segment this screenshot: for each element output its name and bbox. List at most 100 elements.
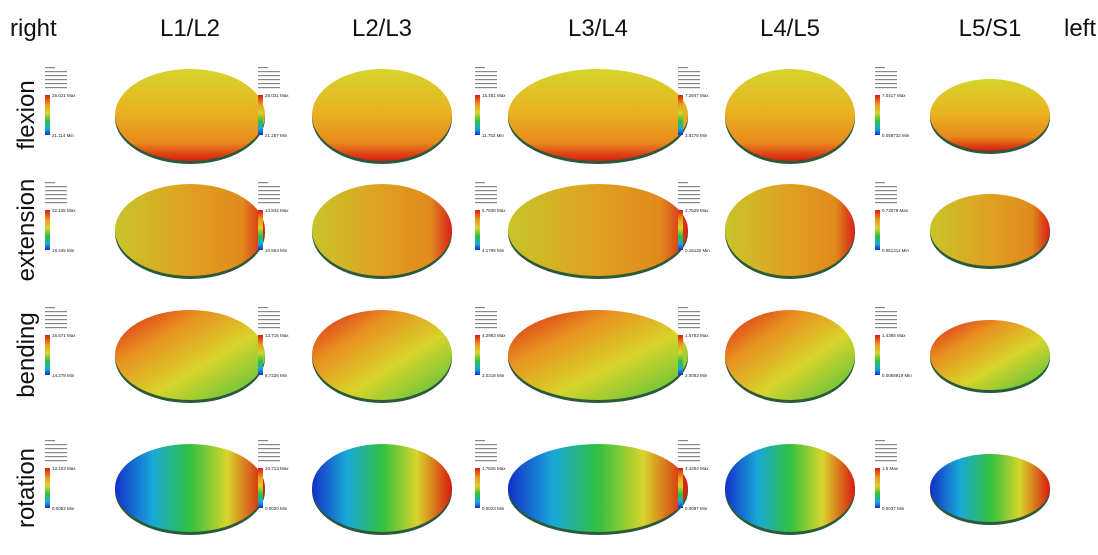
legend-max: 5.7838 Max <box>482 208 506 213</box>
legend-caption-line <box>678 194 700 195</box>
legend-min: 0.0058919 Min <box>882 373 912 378</box>
legend-max: 1.7826 Max <box>482 466 506 471</box>
legend-caption-line <box>45 190 67 191</box>
legend-caption-line <box>678 67 688 68</box>
column-header: L3/L4 <box>568 15 628 42</box>
legend-max: 1.5783 Max <box>685 333 709 338</box>
legend-caption-line <box>875 456 897 457</box>
legend-caption-line <box>678 190 700 191</box>
legend-max: 13.103 Max <box>52 466 76 471</box>
legend-color-bar <box>45 210 50 250</box>
disc <box>312 310 452 400</box>
legend-caption-line <box>875 327 897 328</box>
legend-caption-line <box>875 460 897 461</box>
legend-color-bar <box>258 95 263 135</box>
legend-caption-line <box>45 319 67 320</box>
legend-max: 1.4385 Max <box>882 333 906 338</box>
legend-caption-line <box>875 444 897 445</box>
legend-caption-line <box>875 190 897 191</box>
legend-caption-line <box>475 198 497 199</box>
legend-caption-line <box>875 452 897 453</box>
legend-caption-line <box>475 186 497 187</box>
legend-caption-line <box>45 315 67 316</box>
legend-caption-line <box>45 79 67 80</box>
legend-min: 8.7226 Min <box>265 373 288 378</box>
figure: right left L1/L2L2/L3L3/L4L4/L5L5/S1flex… <box>0 0 1098 555</box>
legend-caption-line <box>258 79 280 80</box>
legend-max: 13.842 Max <box>265 208 289 213</box>
legend-caption-line <box>258 71 280 72</box>
legend-caption-line <box>678 448 700 449</box>
legend-caption-line <box>678 186 700 187</box>
legend-caption-line <box>678 456 700 457</box>
legend-caption-line <box>45 198 67 199</box>
legend-caption-line <box>678 323 700 324</box>
legend-caption-line <box>475 448 497 449</box>
legend-caption-line <box>258 83 280 84</box>
legend-caption-line <box>875 198 897 199</box>
legend-color-bar <box>258 335 263 375</box>
legend-caption-line <box>45 194 67 195</box>
legend-color-bar <box>678 95 683 135</box>
legend-caption-line <box>875 67 885 68</box>
disc <box>115 69 265 161</box>
legend-max: 4.2983 Max <box>482 333 506 338</box>
legend-caption-line <box>678 319 700 320</box>
legend-caption-line <box>475 323 497 324</box>
legend-caption-line <box>678 452 700 453</box>
legend-max: 25.031 Max <box>265 93 289 98</box>
disc <box>115 184 265 276</box>
legend-caption-line <box>45 323 67 324</box>
legend-caption-line <box>45 311 67 312</box>
legend-min: 0.0037 Min <box>882 506 905 511</box>
legend-caption-line <box>45 440 55 441</box>
legend-caption-line <box>258 327 280 328</box>
legend-caption-line <box>45 456 67 457</box>
legend-color-bar <box>45 95 50 135</box>
legend-caption-line <box>678 202 700 203</box>
legend-caption-line <box>475 319 497 320</box>
legend-max: 4.4294 Max <box>685 466 709 471</box>
legend-caption-line <box>475 87 497 88</box>
legend-caption-line <box>475 307 485 308</box>
legend-min: 21.257 Min <box>265 133 288 138</box>
legend-caption-line <box>475 311 497 312</box>
disc <box>508 444 688 532</box>
row-label: flexion <box>13 80 40 149</box>
legend-min: 21.114 Min <box>52 133 74 138</box>
legend-caption-line <box>875 319 897 320</box>
legend-caption-line <box>45 71 67 72</box>
legend-caption-line <box>45 307 55 308</box>
legend-caption-line <box>258 67 268 68</box>
legend-min: 3.8178 Min <box>685 133 708 138</box>
legend-caption-line <box>475 75 497 76</box>
legend-caption-line <box>258 460 280 461</box>
legend-caption-line <box>875 79 897 80</box>
legend-caption-line <box>258 87 280 88</box>
legend-caption-line <box>475 202 497 203</box>
legend-caption-line <box>875 315 897 316</box>
legend-caption-line <box>875 182 885 183</box>
legend-min: 2.0083 Min <box>685 373 708 378</box>
row-label: bending <box>13 312 40 397</box>
legend-min: 0.0082 Min <box>52 506 75 511</box>
column-header: L5/S1 <box>959 15 1022 42</box>
legend-caption-line <box>475 440 485 441</box>
legend-max: 7.0417 Max <box>882 93 906 98</box>
legend-caption-line <box>678 182 688 183</box>
disc <box>508 69 688 161</box>
legend-min: 0.051311 Min <box>882 248 909 253</box>
legend-min: 4.1795 Min <box>482 248 505 253</box>
disc <box>725 184 855 276</box>
legend-caption-line <box>678 87 700 88</box>
disc <box>312 69 452 161</box>
legend-caption-line <box>258 198 280 199</box>
legend-max: 25.021 Max <box>52 93 76 98</box>
legend-caption-line <box>875 323 897 324</box>
legend-caption-line <box>678 79 700 80</box>
legend-caption-line <box>875 440 885 441</box>
legend-caption-line <box>258 444 280 445</box>
legend-caption-line <box>45 87 67 88</box>
legend-caption-line <box>258 307 268 308</box>
corner-label: left <box>1064 15 1096 42</box>
